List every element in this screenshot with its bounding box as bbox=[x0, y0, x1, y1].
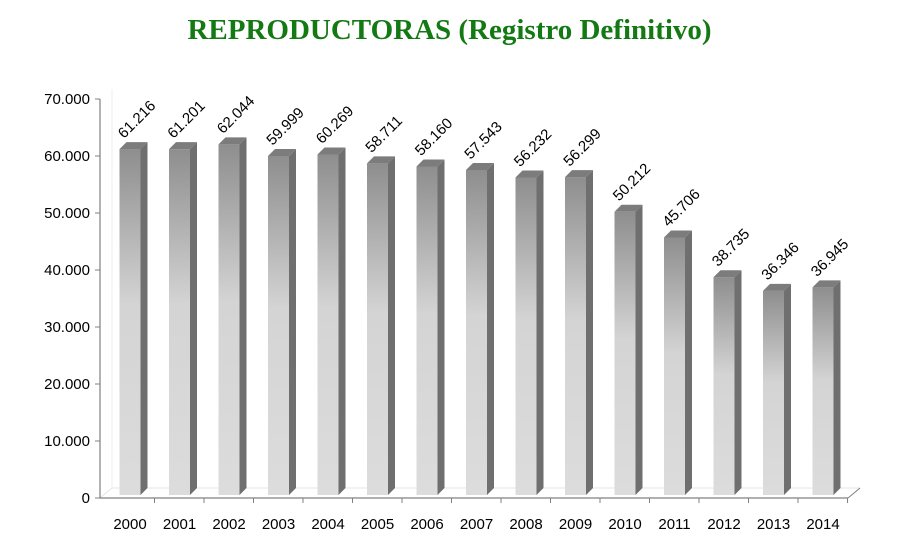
x-axis-depth bbox=[847, 487, 861, 499]
bar-front-2002 bbox=[218, 144, 240, 496]
bar-side-2005 bbox=[388, 156, 395, 496]
data-label-2013: 36.346 bbox=[758, 239, 802, 283]
x-tick-label: 2003 bbox=[262, 516, 295, 533]
bar-side-2012 bbox=[734, 270, 742, 495]
data-label-2005: 58.711 bbox=[362, 113, 406, 157]
bar-side-2000 bbox=[140, 142, 148, 496]
bar-front-2008 bbox=[515, 177, 537, 495]
bar-top-2001 bbox=[169, 142, 197, 150]
x-tick-label: 2011 bbox=[658, 516, 690, 533]
data-label-2007: 57.543 bbox=[461, 118, 505, 162]
data-label-2008: 56.232 bbox=[511, 126, 555, 170]
bar-side-2003 bbox=[289, 149, 296, 495]
data-label-2003: 59.999 bbox=[263, 104, 307, 148]
bar-side-2001 bbox=[190, 142, 197, 495]
bar-top-2013 bbox=[763, 283, 791, 291]
data-label-2012: 38.735 bbox=[709, 226, 753, 270]
bar-top-2011 bbox=[664, 230, 692, 238]
bar-side-2004 bbox=[338, 147, 346, 495]
x-tick-label: 2005 bbox=[361, 516, 394, 533]
y-tick-label: 60.000 bbox=[44, 148, 90, 165]
bar-side-2002 bbox=[239, 137, 247, 496]
bar-top-2002 bbox=[218, 137, 247, 145]
y-tick-label: 0 bbox=[82, 490, 90, 507]
bar-top-2000 bbox=[119, 142, 148, 150]
data-label-2000: 61.216 bbox=[115, 97, 159, 141]
bar-front-2014 bbox=[812, 287, 834, 495]
bar-front-2001 bbox=[169, 149, 190, 495]
x-tick-label: 2012 bbox=[707, 516, 740, 533]
bar-front-2010 bbox=[614, 211, 636, 495]
bar-side-2008 bbox=[536, 170, 544, 495]
data-label-2006: 58.160 bbox=[412, 115, 456, 159]
data-label-2001: 61.201 bbox=[164, 98, 208, 142]
x-tick-label: 2014 bbox=[806, 516, 839, 533]
bar-side-2006 bbox=[437, 159, 445, 495]
bar-front-2005 bbox=[367, 163, 388, 496]
x-tick-label: 2013 bbox=[757, 516, 790, 533]
x-tick-label: 2009 bbox=[559, 516, 592, 533]
data-label-2010: 50.212 bbox=[610, 160, 654, 204]
y-tick-label: 50.000 bbox=[44, 205, 90, 222]
y-tick-label: 70.000 bbox=[44, 91, 90, 108]
chart-title: REPRODUCTORAS (Registro Definitivo) bbox=[187, 14, 712, 46]
data-label-2002: 62.044 bbox=[214, 93, 258, 137]
bar-side-2013 bbox=[784, 283, 791, 495]
data-label-2004: 60.269 bbox=[313, 103, 357, 147]
bar-top-2008 bbox=[515, 170, 544, 178]
data-label-2011: 45.706 bbox=[659, 186, 703, 230]
bar-top-2010 bbox=[614, 204, 643, 212]
x-tick-label: 2004 bbox=[311, 516, 344, 533]
bar-side-2014 bbox=[833, 280, 841, 495]
x-tick-label: 2006 bbox=[410, 516, 443, 533]
y-tick-label: 20.000 bbox=[44, 376, 90, 393]
bar-top-2014 bbox=[812, 280, 841, 288]
y-tick-label: 10.000 bbox=[44, 433, 90, 450]
x-tick-label: 2001 bbox=[163, 516, 196, 533]
data-label-2014: 36.945 bbox=[808, 236, 852, 280]
x-tick-label: 2002 bbox=[212, 516, 245, 533]
bar-front-2013 bbox=[763, 290, 784, 495]
bar-top-2007 bbox=[466, 163, 494, 171]
bar-side-2007 bbox=[487, 163, 494, 496]
bar-side-2011 bbox=[685, 230, 692, 495]
bar-front-2009 bbox=[565, 177, 586, 495]
y-tick-label: 30.000 bbox=[44, 319, 90, 336]
x-tick-label: 2010 bbox=[608, 516, 641, 533]
x-tick-label: 2000 bbox=[113, 516, 146, 533]
bar-front-2000 bbox=[119, 149, 141, 496]
bar-top-2012 bbox=[713, 270, 742, 278]
y-tick-label: 40.000 bbox=[44, 262, 90, 279]
bar-side-2009 bbox=[586, 170, 593, 495]
bar-top-2003 bbox=[268, 149, 296, 157]
bar-top-2009 bbox=[565, 170, 593, 178]
x-tick-label: 2007 bbox=[460, 516, 493, 533]
bar-front-2004 bbox=[317, 154, 339, 495]
bar-front-2007 bbox=[466, 170, 487, 496]
bar-front-2006 bbox=[416, 166, 438, 495]
bar-front-2012 bbox=[713, 277, 735, 495]
bar-side-2010 bbox=[635, 204, 643, 495]
bar-front-2011 bbox=[664, 237, 685, 495]
x-tick-label: 2008 bbox=[509, 516, 542, 533]
bar-front-2003 bbox=[268, 156, 289, 495]
bar-top-2004 bbox=[317, 147, 346, 155]
bar-top-2005 bbox=[367, 156, 395, 164]
data-label-2009: 56.299 bbox=[560, 125, 604, 169]
bar-top-2006 bbox=[416, 159, 445, 167]
